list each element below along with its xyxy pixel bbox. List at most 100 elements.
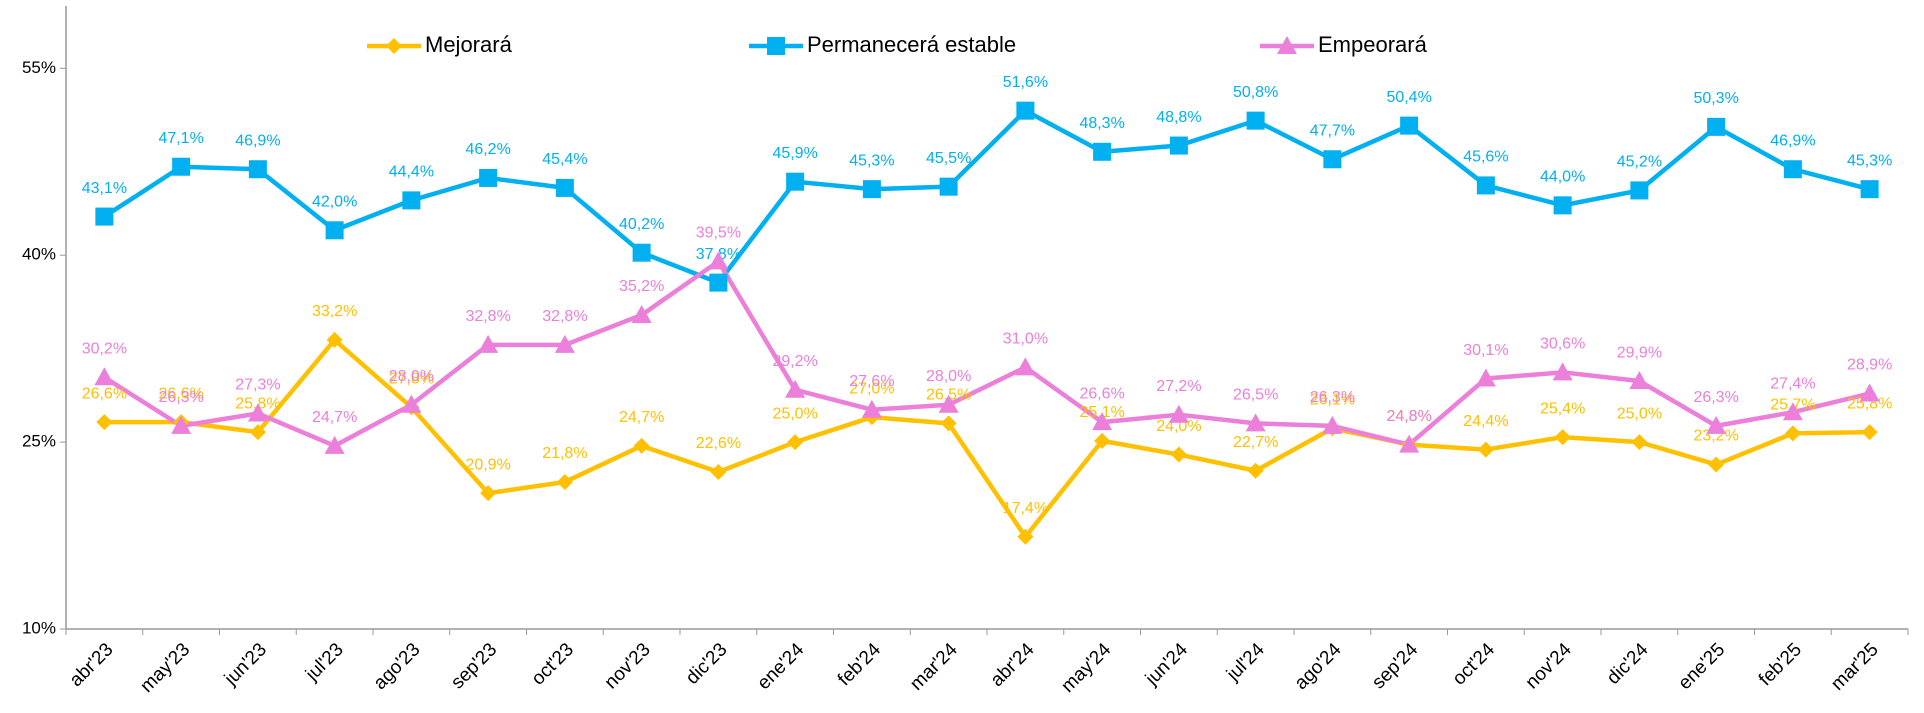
marker	[1860, 180, 1879, 199]
marker	[861, 399, 882, 418]
y-tick-label: 55%	[22, 58, 56, 77]
marker	[95, 207, 114, 226]
marker	[96, 414, 113, 431]
marker	[633, 437, 650, 454]
marker	[632, 243, 651, 262]
data-label: 51,6%	[1003, 74, 1048, 91]
marker	[326, 331, 343, 348]
x-tick-label: ago'24	[1291, 639, 1346, 694]
marker	[1631, 434, 1648, 451]
data-label: 26,3%	[1310, 389, 1355, 406]
data-label: 46,9%	[235, 132, 280, 149]
data-label: 30,1%	[1463, 342, 1508, 359]
marker	[1784, 425, 1801, 442]
data-label: 28,0%	[389, 368, 434, 385]
marker	[554, 334, 575, 353]
marker	[1477, 441, 1494, 458]
y-tick-label: 40%	[22, 245, 56, 264]
marker	[1475, 368, 1496, 387]
data-label: 20,9%	[465, 456, 510, 473]
marker	[1246, 111, 1265, 130]
marker	[1553, 196, 1572, 215]
data-label: 42,0%	[312, 193, 357, 210]
data-label: 30,6%	[1540, 336, 1585, 353]
data-label: 27,6%	[849, 373, 894, 390]
data-label: 26,6%	[1079, 385, 1124, 402]
marker	[785, 379, 806, 398]
data-label: 24,0%	[1156, 418, 1201, 435]
marker	[1017, 528, 1034, 545]
data-label: 28,0%	[926, 368, 971, 385]
data-label: 47,1%	[158, 130, 203, 147]
marker	[1092, 412, 1113, 431]
series-line	[103, 259, 1871, 449]
marker	[708, 251, 729, 270]
data-label: 26,3%	[158, 389, 203, 406]
marker	[1782, 402, 1803, 421]
x-tick-label: jun'23	[220, 639, 271, 690]
x-tick-label: may'24	[1057, 639, 1115, 697]
x-tick-label: mar'24	[906, 639, 962, 695]
marker	[786, 172, 805, 191]
x-tick-label: mar'25	[1827, 639, 1882, 694]
x-tick-label: sep'24	[1368, 639, 1422, 693]
data-label: 25,8%	[1847, 395, 1892, 412]
marker	[1247, 462, 1264, 479]
x-tick-label: jul'24	[1222, 639, 1269, 686]
marker	[1400, 116, 1419, 135]
data-label: 27,0%	[849, 380, 894, 397]
data-label: 45,3%	[1847, 152, 1892, 169]
marker	[1708, 456, 1725, 473]
marker	[1168, 404, 1189, 423]
data-label: 44,0%	[1540, 169, 1585, 186]
marker	[478, 334, 499, 353]
x-tick-label: nov'24	[1522, 639, 1576, 693]
marker	[1706, 415, 1727, 434]
marker	[1277, 36, 1297, 54]
x-tick-label: ene'24	[753, 639, 808, 694]
marker	[1322, 415, 1343, 434]
data-label: 26,3%	[1693, 389, 1738, 406]
x-tick-label: ene'25	[1674, 639, 1729, 694]
data-label: 22,7%	[1233, 434, 1278, 451]
data-label: 22,6%	[696, 435, 741, 452]
x-tick-label: jul'23	[301, 639, 348, 686]
data-label: 32,8%	[465, 308, 510, 325]
marker	[939, 177, 958, 196]
marker	[1015, 357, 1036, 376]
x-tick-label: feb'25	[1755, 639, 1806, 690]
data-label: 33,2%	[312, 303, 357, 320]
marker	[1323, 150, 1342, 169]
marker	[1016, 101, 1035, 120]
data-label: 29,2%	[772, 353, 817, 370]
marker	[631, 305, 652, 324]
y-tick-label: 10%	[22, 618, 56, 637]
legend-label: Mejorará	[425, 32, 513, 57]
data-label: 21,8%	[542, 445, 587, 462]
marker	[555, 178, 574, 197]
data-label: 45,6%	[1463, 149, 1508, 166]
x-tick-label: feb'24	[834, 639, 885, 690]
data-label: 24,7%	[619, 409, 664, 426]
marker	[479, 168, 498, 187]
data-label: 26,6%	[82, 385, 127, 402]
marker	[402, 191, 421, 210]
marker	[938, 394, 959, 413]
data-label: 45,5%	[926, 150, 971, 167]
data-label: 24,8%	[1386, 408, 1431, 425]
marker	[94, 367, 115, 386]
legend-label: Empeorará	[1318, 32, 1428, 57]
data-label: 45,4%	[542, 151, 587, 168]
data-label: 47,7%	[1310, 122, 1355, 139]
marker	[709, 273, 728, 292]
marker	[325, 221, 344, 240]
x-tick-label: dic'24	[1603, 639, 1653, 689]
marker	[480, 485, 497, 502]
marker	[1629, 371, 1650, 390]
marker	[1861, 424, 1878, 441]
marker	[172, 157, 191, 176]
data-label: 24,8%	[1386, 408, 1431, 425]
data-label: 32,8%	[542, 308, 587, 325]
data-label: 25,0%	[772, 405, 817, 422]
